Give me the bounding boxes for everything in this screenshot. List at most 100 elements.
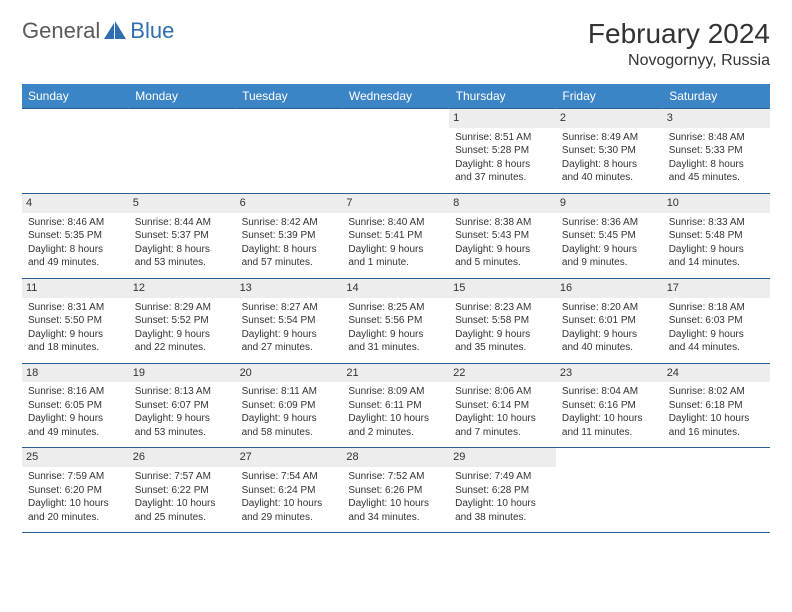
day-info-line: Sunset: 6:05 PM [28, 399, 123, 413]
day-header: Sunday [22, 84, 129, 109]
brand-logo: General Blue [22, 18, 174, 44]
day-info-line: Sunrise: 8:11 AM [242, 385, 337, 399]
day-cell [22, 109, 129, 194]
title-block: February 2024 Novogornyy, Russia [588, 18, 770, 70]
day-number: 8 [449, 194, 556, 213]
day-info-line: and 44 minutes. [669, 341, 764, 355]
day-info-line: Daylight: 9 hours [455, 243, 550, 257]
day-info-line: and 27 minutes. [242, 341, 337, 355]
day-info-line: and 29 minutes. [242, 511, 337, 525]
day-number: 13 [236, 279, 343, 298]
day-info-line: Daylight: 9 hours [135, 412, 230, 426]
day-info-line: Sunset: 5:35 PM [28, 229, 123, 243]
day-info-line: and 38 minutes. [455, 511, 550, 525]
day-cell: 8Sunrise: 8:38 AMSunset: 5:43 PMDaylight… [449, 193, 556, 278]
day-info-line: Sunrise: 8:13 AM [135, 385, 230, 399]
day-info-line: Daylight: 10 hours [28, 497, 123, 511]
week-row: 11Sunrise: 8:31 AMSunset: 5:50 PMDayligh… [22, 278, 770, 363]
day-info-line: Daylight: 10 hours [455, 412, 550, 426]
day-info-line: Daylight: 9 hours [242, 328, 337, 342]
day-number: 23 [556, 364, 663, 383]
day-header: Thursday [449, 84, 556, 109]
day-info-line: Sunrise: 8:02 AM [669, 385, 764, 399]
day-info-line: Sunrise: 7:54 AM [242, 470, 337, 484]
day-header-row: Sunday Monday Tuesday Wednesday Thursday… [22, 84, 770, 109]
day-info-line: and 49 minutes. [28, 426, 123, 440]
day-info-line: Sunset: 5:48 PM [669, 229, 764, 243]
day-header: Monday [129, 84, 236, 109]
day-info-line: and 20 minutes. [28, 511, 123, 525]
day-cell: 5Sunrise: 8:44 AMSunset: 5:37 PMDaylight… [129, 193, 236, 278]
day-info-line: and 49 minutes. [28, 256, 123, 270]
day-info-line: Daylight: 8 hours [455, 158, 550, 172]
day-info-line: Sunset: 5:28 PM [455, 144, 550, 158]
day-info-line: Daylight: 10 hours [348, 412, 443, 426]
day-info-line: Sunrise: 8:33 AM [669, 216, 764, 230]
day-info-line: Sunrise: 8:44 AM [135, 216, 230, 230]
day-info-line: Sunset: 6:24 PM [242, 484, 337, 498]
day-info-line: and 22 minutes. [135, 341, 230, 355]
day-info-line: and 37 minutes. [455, 171, 550, 185]
day-info-line: and 34 minutes. [348, 511, 443, 525]
day-info-line: and 40 minutes. [562, 341, 657, 355]
day-cell: 29Sunrise: 7:49 AMSunset: 6:28 PMDayligh… [449, 448, 556, 533]
day-info-line: Sunrise: 7:59 AM [28, 470, 123, 484]
day-number: 22 [449, 364, 556, 383]
day-cell: 3Sunrise: 8:48 AMSunset: 5:33 PMDaylight… [663, 109, 770, 194]
day-info-line: Sunrise: 7:52 AM [348, 470, 443, 484]
day-info-line: Daylight: 8 hours [562, 158, 657, 172]
day-number: 1 [449, 109, 556, 128]
day-cell: 22Sunrise: 8:06 AMSunset: 6:14 PMDayligh… [449, 363, 556, 448]
day-cell: 2Sunrise: 8:49 AMSunset: 5:30 PMDaylight… [556, 109, 663, 194]
day-cell: 24Sunrise: 8:02 AMSunset: 6:18 PMDayligh… [663, 363, 770, 448]
day-info-line: Sunrise: 8:20 AM [562, 301, 657, 315]
day-cell [556, 448, 663, 533]
day-number: 25 [22, 448, 129, 467]
day-number: 18 [22, 364, 129, 383]
day-info-line: and 11 minutes. [562, 426, 657, 440]
day-info-line: Sunrise: 8:31 AM [28, 301, 123, 315]
day-number: 24 [663, 364, 770, 383]
day-info-line: Sunset: 6:03 PM [669, 314, 764, 328]
calendar-table: Sunday Monday Tuesday Wednesday Thursday… [22, 84, 770, 533]
day-cell: 6Sunrise: 8:42 AMSunset: 5:39 PMDaylight… [236, 193, 343, 278]
day-number: 14 [342, 279, 449, 298]
month-title: February 2024 [588, 18, 770, 50]
day-info-line: Sunrise: 8:18 AM [669, 301, 764, 315]
day-number: 4 [22, 194, 129, 213]
day-cell: 21Sunrise: 8:09 AMSunset: 6:11 PMDayligh… [342, 363, 449, 448]
day-cell: 18Sunrise: 8:16 AMSunset: 6:05 PMDayligh… [22, 363, 129, 448]
day-info-line: and 45 minutes. [669, 171, 764, 185]
day-info-line: Sunrise: 8:25 AM [348, 301, 443, 315]
day-info-line: Daylight: 9 hours [669, 243, 764, 257]
day-info-line: and 7 minutes. [455, 426, 550, 440]
day-number: 6 [236, 194, 343, 213]
day-number: 16 [556, 279, 663, 298]
day-info-line: Sunset: 6:26 PM [348, 484, 443, 498]
calendar-page: General Blue February 2024 Novogornyy, R… [0, 0, 792, 551]
day-info-line: Sunset: 5:30 PM [562, 144, 657, 158]
day-cell: 17Sunrise: 8:18 AMSunset: 6:03 PMDayligh… [663, 278, 770, 363]
day-info-line: Sunrise: 8:06 AM [455, 385, 550, 399]
day-cell [236, 109, 343, 194]
day-cell: 25 Sunrise: 7:59 AMSunset: 6:20 PMDayligh… [22, 448, 129, 533]
day-info-line: Sunset: 6:20 PM [28, 484, 123, 498]
day-number: 21 [342, 364, 449, 383]
day-info-line: Sunset: 6:09 PM [242, 399, 337, 413]
day-cell: 19Sunrise: 8:13 AMSunset: 6:07 PMDayligh… [129, 363, 236, 448]
day-info-line: Sunset: 5:45 PM [562, 229, 657, 243]
day-info-line: Sunrise: 8:29 AM [135, 301, 230, 315]
day-cell: 4Sunrise: 8:46 AMSunset: 5:35 PMDaylight… [22, 193, 129, 278]
calendar-body: 1Sunrise: 8:51 AMSunset: 5:28 PMDaylight… [22, 109, 770, 533]
day-info-line: Sunrise: 8:48 AM [669, 131, 764, 145]
day-number: 7 [342, 194, 449, 213]
day-info-line: and 5 minutes. [455, 256, 550, 270]
day-info-line: and 40 minutes. [562, 171, 657, 185]
sail-icon [104, 21, 126, 46]
day-cell: 26Sunrise: 7:57 AMSunset: 6:22 PMDayligh… [129, 448, 236, 533]
day-info-line: Daylight: 8 hours [28, 243, 123, 257]
day-info-line: Daylight: 8 hours [669, 158, 764, 172]
day-info-line: Sunset: 5:58 PM [455, 314, 550, 328]
day-info-line: and 58 minutes. [242, 426, 337, 440]
day-info-line: Sunrise: 8:38 AM [455, 216, 550, 230]
